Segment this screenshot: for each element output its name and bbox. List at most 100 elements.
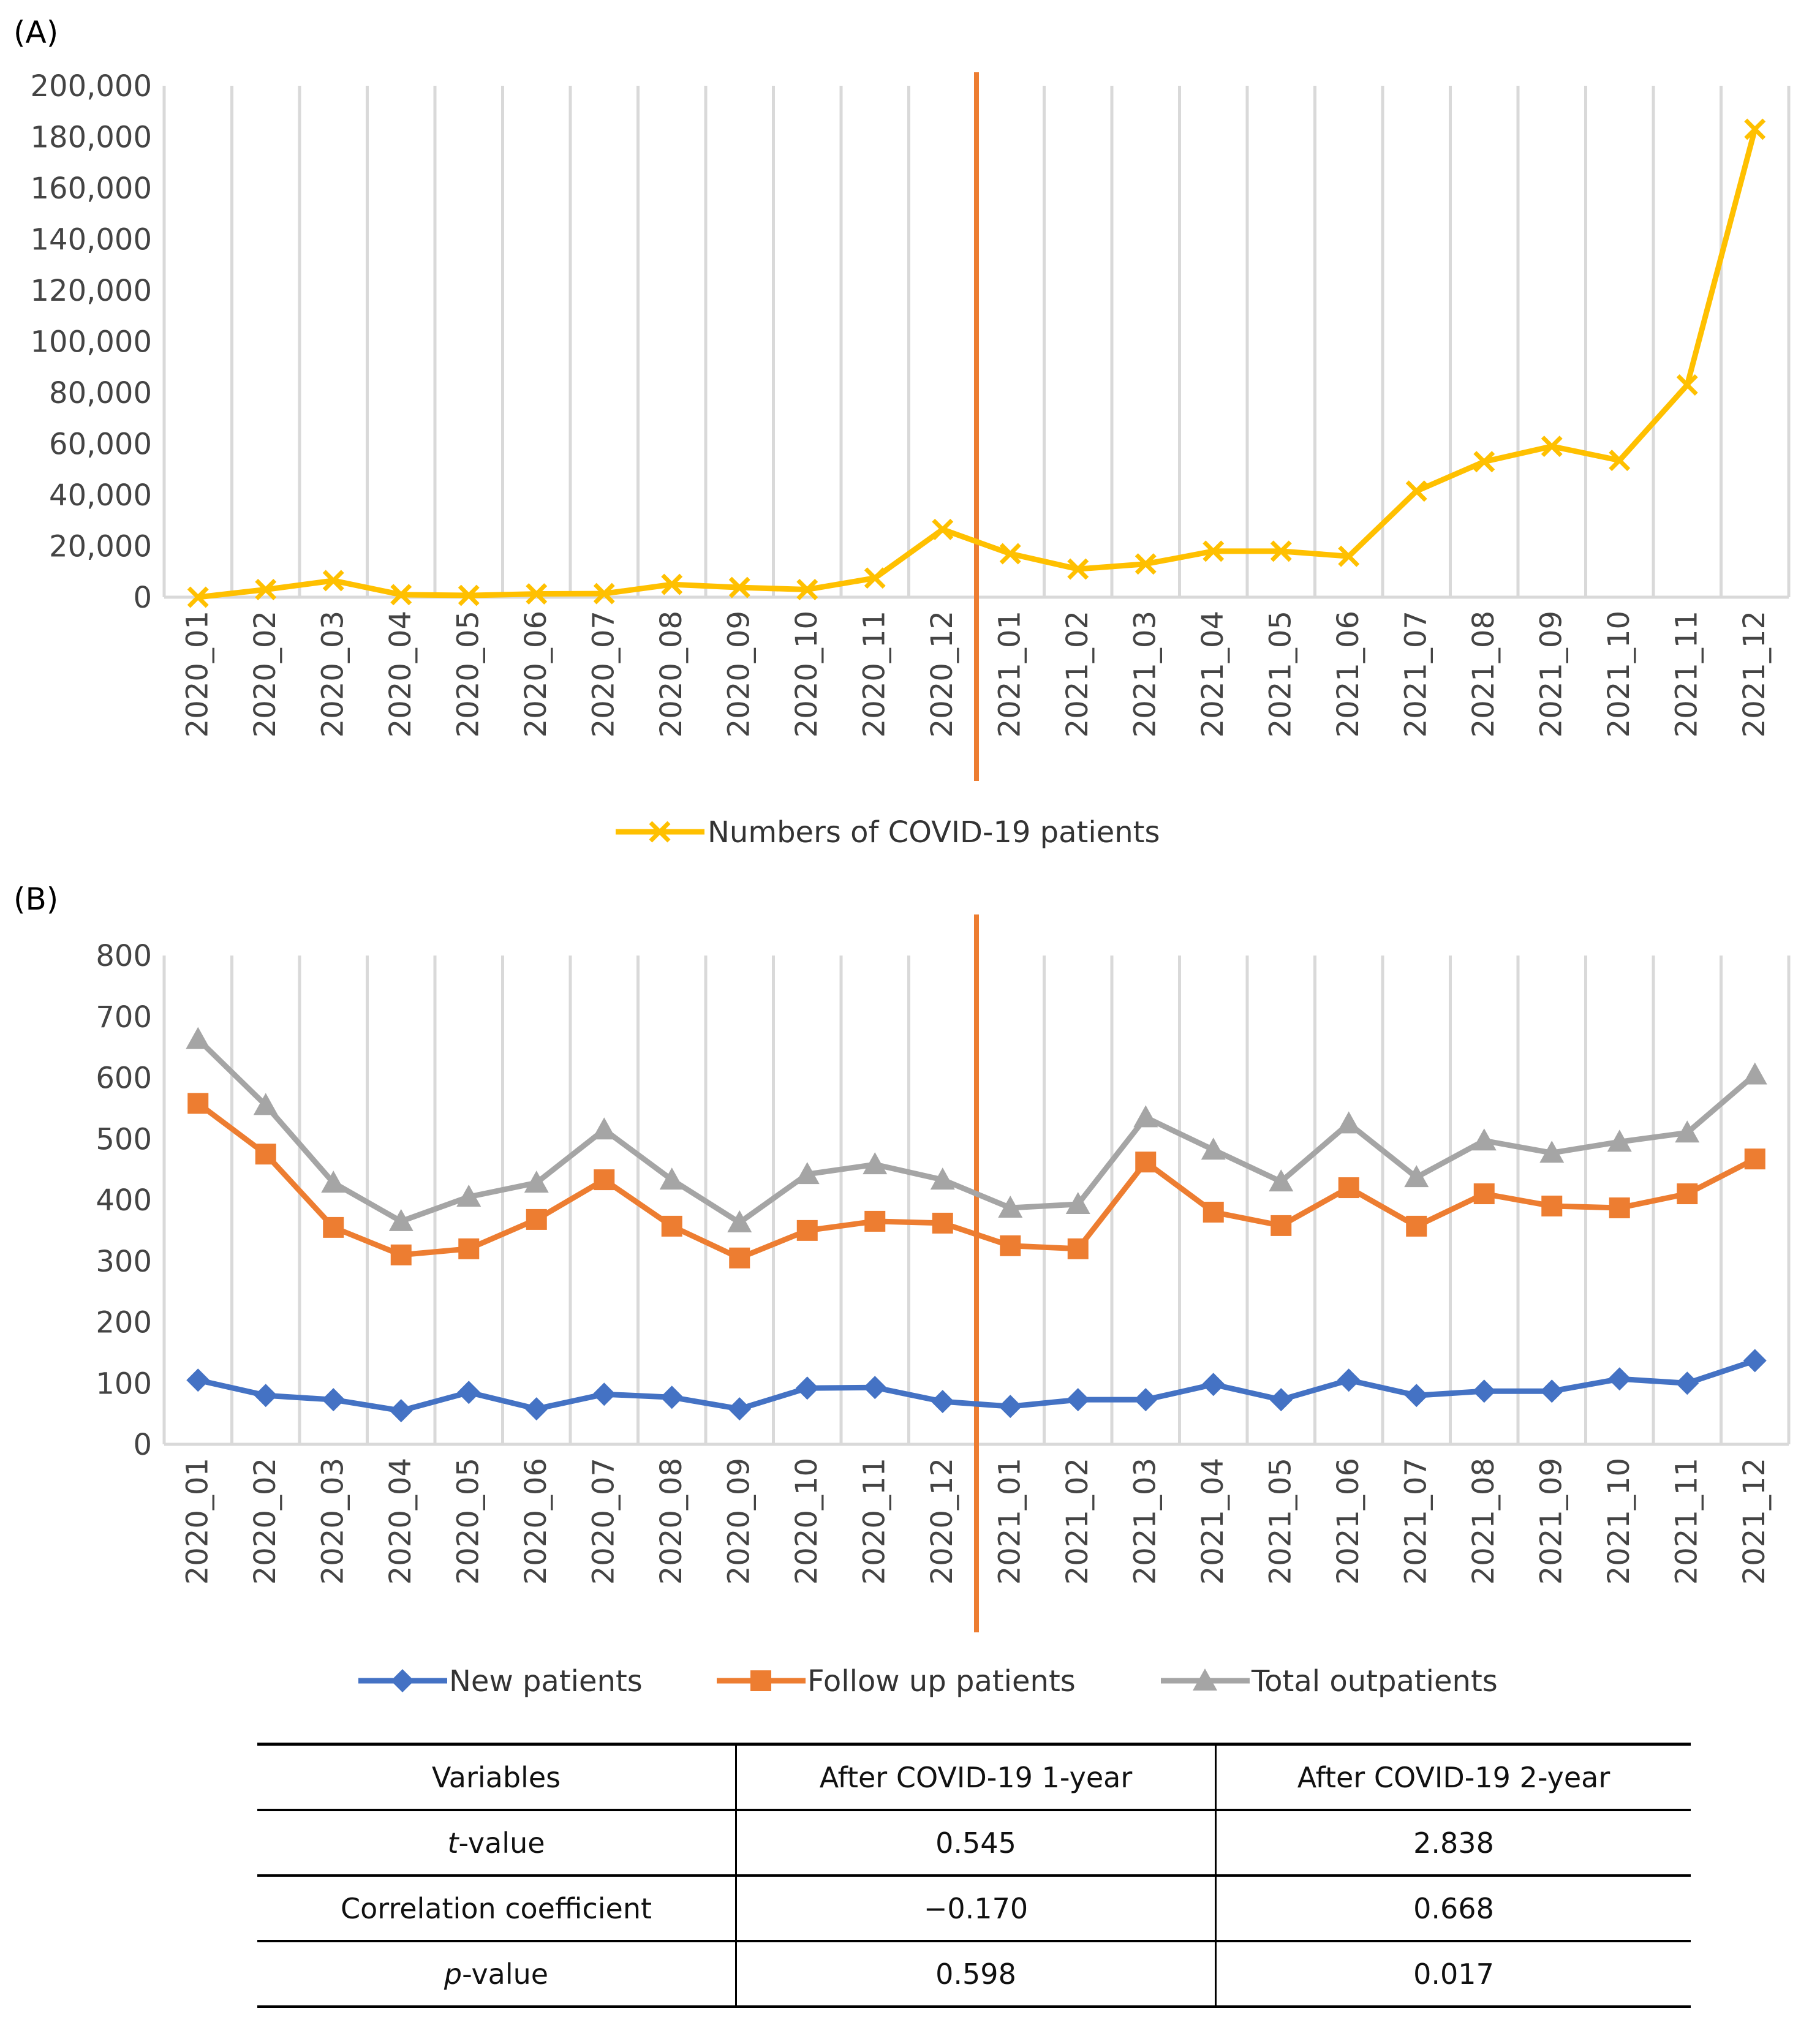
legend-new-label: New patients xyxy=(449,1664,643,1699)
legend-followup-label: Follow up patients xyxy=(807,1664,1076,1699)
x-tick-label: 2020_01 xyxy=(180,611,214,737)
data-point-stroke xyxy=(255,579,277,600)
data-point xyxy=(255,579,277,600)
data-point xyxy=(1338,1177,1359,1199)
data-point xyxy=(1269,1388,1293,1412)
panel-a-label: (A) xyxy=(13,15,58,50)
data-point xyxy=(864,1210,886,1232)
data-point xyxy=(526,1208,547,1230)
data-point xyxy=(661,1215,682,1237)
data-point-stroke xyxy=(661,573,683,595)
data-point xyxy=(1609,450,1631,472)
data-point xyxy=(1134,1388,1158,1412)
table-header-2year: After COVID-19 2-year xyxy=(1215,1743,1691,1811)
table-row: p-value 0.598 0.017 xyxy=(257,1941,1691,2008)
data-point-stroke xyxy=(999,543,1021,565)
data-point xyxy=(1404,1165,1429,1188)
data-point xyxy=(1473,451,1495,473)
data-point xyxy=(1405,480,1427,502)
x-tick-label: 2020_09 xyxy=(722,611,756,737)
table-cell-1year: −0.170 xyxy=(735,1876,1217,1942)
series-line xyxy=(196,1101,1756,1261)
x-tick-label: 2021_04 xyxy=(1196,611,1230,737)
data-point-stroke xyxy=(1203,540,1225,562)
x-tick-label: 2021_01 xyxy=(992,1458,1027,1585)
x-tick-label: 2020_04 xyxy=(383,1458,418,1585)
legend-square-marker xyxy=(750,1670,771,1691)
y-tick-label: 40,000 xyxy=(49,478,152,513)
data-point xyxy=(186,1368,210,1392)
data-point xyxy=(1743,1349,1767,1373)
data-point xyxy=(795,1376,819,1400)
x-tick-label: 2021_05 xyxy=(1263,611,1297,737)
data-point-stroke xyxy=(1744,118,1766,140)
table-row: t-value 0.545 2.838 xyxy=(257,1810,1691,1877)
data-point xyxy=(1201,1373,1225,1397)
data-point xyxy=(729,1247,750,1269)
x-tick-label: 2021_07 xyxy=(1399,1458,1433,1585)
y-tick-label: 200 xyxy=(96,1306,152,1340)
legend-x-marker-stroke xyxy=(649,821,671,843)
table-cell-2year: 0.668 xyxy=(1215,1876,1691,1942)
data-point-stroke xyxy=(932,518,954,540)
data-point xyxy=(931,1390,954,1414)
data-point xyxy=(388,1208,413,1231)
table-cell-variable: p-value xyxy=(257,1941,736,2008)
data-point xyxy=(322,570,344,592)
y-tick-label: 0 xyxy=(133,581,152,615)
series-line xyxy=(196,1037,1757,1226)
data-point xyxy=(1471,1128,1497,1151)
legend-new-marker xyxy=(391,1669,414,1692)
y-tick-label: 100,000 xyxy=(31,325,153,360)
y-tick-label: 180,000 xyxy=(31,121,153,155)
x-tick-label: 2021_03 xyxy=(1128,1458,1162,1585)
legend-x-marker xyxy=(649,821,671,843)
y-tick-label: 120,000 xyxy=(31,274,153,308)
data-point xyxy=(1067,558,1089,580)
x-tick-label: 2021_12 xyxy=(1737,1458,1772,1585)
series-line xyxy=(197,128,1758,600)
data-point xyxy=(253,1093,278,1115)
data-point-stroke xyxy=(1473,451,1495,473)
x-tick-label: 2020_05 xyxy=(451,611,485,737)
data-point xyxy=(1472,1379,1496,1403)
y-tick-label: 700 xyxy=(96,1000,152,1035)
x-tick-label: 2020_11 xyxy=(857,1458,891,1585)
x-tick-label: 2021_01 xyxy=(992,611,1027,737)
data-point xyxy=(1609,1197,1630,1218)
y-tick-label: 500 xyxy=(96,1122,152,1156)
data-point xyxy=(930,1167,955,1190)
x-tick-label: 2020_07 xyxy=(586,611,621,737)
x-tick-label: 2021_12 xyxy=(1737,611,1772,737)
data-point xyxy=(457,1381,481,1404)
table-cell-variable: Correlation coefficient xyxy=(257,1876,736,1942)
chart-a: 0 20,000 40,000 60,000 80,000 100,000 120,000 1… xyxy=(31,69,1791,781)
data-point xyxy=(1270,540,1292,562)
data-point xyxy=(524,1397,548,1421)
x-tick-label: 2020_12 xyxy=(925,1458,959,1585)
data-point xyxy=(863,1376,887,1400)
data-point xyxy=(186,1027,211,1049)
panel-b-label: (B) xyxy=(13,881,58,917)
data-point xyxy=(592,1382,616,1406)
x-tick-label: 2020_06 xyxy=(519,1458,553,1585)
data-point-stroke xyxy=(390,584,412,606)
data-point xyxy=(999,543,1021,565)
data-point xyxy=(1405,1384,1429,1408)
data-point xyxy=(458,1238,480,1259)
data-point xyxy=(1675,1120,1700,1143)
data-point xyxy=(1000,1235,1021,1256)
data-point xyxy=(1744,118,1766,140)
data-point xyxy=(1744,1148,1765,1170)
data-point xyxy=(526,583,548,605)
data-point xyxy=(592,1117,617,1140)
data-point xyxy=(661,573,683,595)
data-point xyxy=(1066,1388,1090,1412)
data-point xyxy=(1539,1141,1565,1163)
data-point xyxy=(1742,1062,1767,1085)
data-point xyxy=(1271,1215,1292,1236)
legend-total-marker xyxy=(1193,1668,1217,1691)
legend-followup-marker xyxy=(750,1670,771,1691)
data-point xyxy=(1338,545,1360,567)
y-tick-label: 60,000 xyxy=(49,428,152,462)
